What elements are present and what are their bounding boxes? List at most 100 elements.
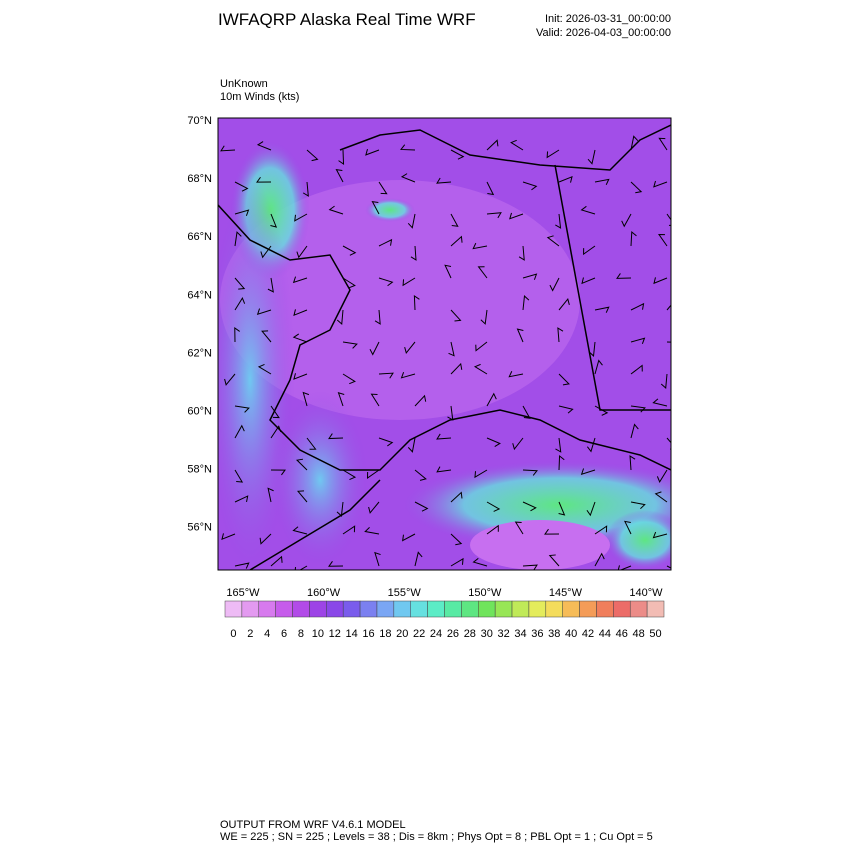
wind-barbs	[220, 135, 671, 570]
field-name: UnKnown	[220, 78, 268, 90]
wind-barb	[630, 135, 639, 151]
wind-barb	[370, 393, 380, 407]
field-blob	[365, 198, 415, 222]
wind-barb	[630, 181, 643, 194]
wind-barb	[292, 526, 308, 535]
wind-barb	[328, 433, 344, 440]
colorbar-box	[275, 600, 293, 618]
wind-barb	[257, 364, 272, 375]
colorbar-box	[629, 600, 648, 618]
wind-barb	[402, 277, 416, 287]
wind-barb	[583, 245, 596, 256]
colorbar-label: 34	[514, 628, 526, 640]
colorbar-box	[646, 600, 665, 618]
wind-barb	[337, 391, 345, 407]
colorbar: 0 2 4 6 8 10 12 14 16 18 20 22 24 26 28 30 32 34 36 38 40 42 4…	[224, 600, 665, 640]
wind-barb	[221, 533, 236, 541]
wind-barb	[558, 373, 570, 386]
wind-barb	[594, 359, 603, 375]
wind-barb	[472, 558, 488, 567]
wind-barb	[557, 327, 564, 343]
colorbar-label: 36	[531, 628, 543, 640]
wind-barb	[486, 139, 499, 151]
wind-barb	[366, 469, 380, 479]
valid-time: Valid: 2026-04-03_00:00:00	[536, 27, 671, 39]
wind-barb	[486, 392, 497, 407]
field-blob	[470, 520, 610, 570]
lon-label: 140°W	[629, 587, 663, 599]
wind-barb	[480, 309, 488, 325]
wind-barb	[586, 501, 596, 517]
lat-label: 58°N	[187, 464, 212, 476]
map-field	[218, 118, 671, 570]
lon-label: 160°W	[307, 587, 341, 599]
wind-barb	[328, 205, 344, 215]
wind-barb	[256, 141, 272, 151]
wind-barb	[486, 181, 495, 196]
colorbar-label: 20	[396, 628, 408, 640]
colorbar-box	[528, 600, 547, 618]
wind-barb	[450, 533, 463, 546]
wind-barb	[378, 238, 393, 247]
lon-label: 150°W	[468, 587, 502, 599]
colorbar-box	[562, 600, 580, 618]
wind-barb	[587, 149, 596, 165]
lat-label: 66°N	[187, 231, 212, 243]
wind-barb	[270, 213, 278, 228]
wind-barb	[270, 555, 283, 567]
colorbar-label: 10	[312, 628, 324, 640]
colorbar-label: 8	[298, 628, 304, 640]
wind-barb	[623, 520, 632, 535]
wind-barb	[558, 298, 570, 311]
wind-barb	[558, 405, 574, 414]
wind-barb	[450, 557, 464, 567]
colorbar-box	[258, 600, 276, 618]
colorbar-label: 42	[582, 628, 594, 640]
wind-barb	[450, 491, 463, 503]
colorbar-box	[326, 600, 344, 618]
wind-barb	[522, 564, 538, 570]
colorbar-label: 16	[362, 628, 374, 640]
colorbar-label: 4	[264, 628, 270, 640]
lon-label: 165°W	[226, 587, 260, 599]
wind-barb	[378, 372, 394, 379]
colorbar-label: 32	[497, 628, 509, 640]
wind-barb	[414, 501, 429, 512]
wind-barb	[510, 139, 524, 151]
colorbar-label: 14	[346, 628, 358, 640]
wind-barb	[336, 309, 344, 325]
field-description: 10m Winds (kts)	[220, 91, 299, 103]
wind-barb	[444, 264, 452, 279]
wind-barb	[472, 242, 488, 250]
colorbar-label: 28	[464, 628, 476, 640]
wind-barb	[234, 562, 250, 569]
wind-barb	[270, 469, 286, 476]
wind-barb	[335, 169, 344, 183]
wind-barb	[656, 469, 668, 484]
wind-barb	[306, 437, 317, 450]
wind-barb	[407, 213, 416, 229]
colorbar-box	[478, 600, 496, 618]
wind-barb	[296, 245, 308, 259]
wind-barb	[522, 295, 530, 311]
wind-barb	[407, 437, 416, 453]
wind-barb	[630, 302, 645, 311]
colorbar-label: 50	[649, 628, 661, 640]
colorbar-box	[410, 600, 428, 618]
colorbar-label: 38	[548, 628, 560, 640]
wind-barb	[616, 273, 632, 279]
lat-label: 70°N	[187, 115, 212, 127]
wind-barb	[621, 213, 632, 228]
wind-barb	[558, 501, 566, 516]
wind-barb	[594, 552, 605, 567]
wind-barb	[652, 531, 668, 539]
wind-barb	[580, 205, 596, 215]
wind-barb	[666, 437, 671, 450]
wind-barb	[477, 266, 488, 279]
wind-barb	[414, 394, 427, 407]
colorbar-label: 12	[329, 628, 341, 640]
wind-barb	[450, 235, 463, 247]
wind-barb	[522, 501, 537, 512]
wind-barb	[486, 437, 501, 447]
wind-barb	[588, 341, 596, 357]
